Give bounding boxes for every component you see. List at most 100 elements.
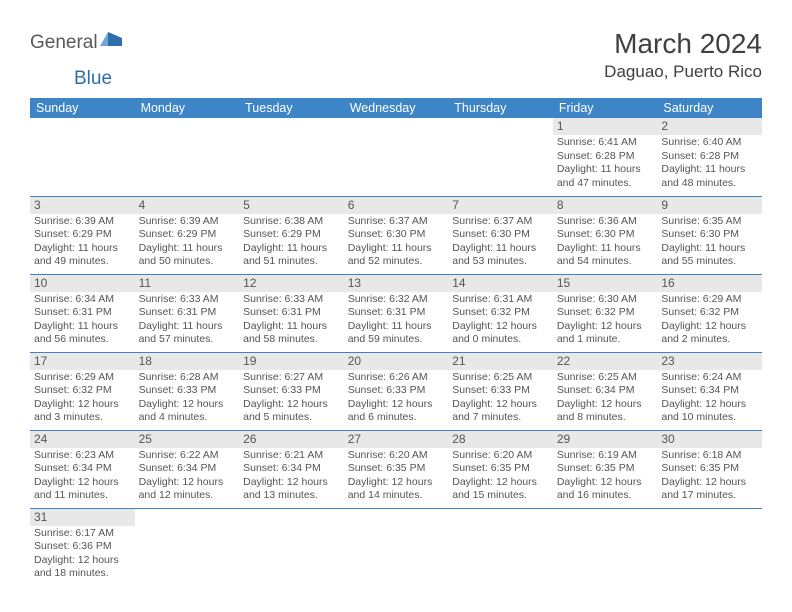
day-data: Sunrise: 6:20 AMSunset: 6:35 PMDaylight:… — [448, 448, 553, 506]
title-block: March 2024 Daguao, Puerto Rico — [604, 28, 762, 82]
day-data: Sunrise: 6:18 AMSunset: 6:35 PMDaylight:… — [657, 448, 762, 506]
location-label: Daguao, Puerto Rico — [604, 62, 762, 82]
calendar-day-cell: 21Sunrise: 6:25 AMSunset: 6:33 PMDayligh… — [448, 352, 553, 430]
calendar-day-cell: 16Sunrise: 6:29 AMSunset: 6:32 PMDayligh… — [657, 274, 762, 352]
sunset-text: Sunset: 6:32 PM — [557, 306, 654, 320]
daylight-text: Daylight: 12 hours and 4 minutes. — [139, 398, 236, 425]
sunrise-text: Sunrise: 6:39 AM — [139, 215, 236, 229]
sunset-text: Sunset: 6:30 PM — [348, 228, 445, 242]
sunset-text: Sunset: 6:34 PM — [557, 384, 654, 398]
day-number: 18 — [135, 353, 240, 370]
calendar-day-cell — [239, 508, 344, 586]
sunrise-text: Sunrise: 6:24 AM — [661, 371, 758, 385]
daylight-text: Daylight: 12 hours and 0 minutes. — [452, 320, 549, 347]
day-number: 7 — [448, 197, 553, 214]
calendar-day-cell: 30Sunrise: 6:18 AMSunset: 6:35 PMDayligh… — [657, 430, 762, 508]
daylight-text: Daylight: 11 hours and 50 minutes. — [139, 242, 236, 269]
daylight-text: Daylight: 11 hours and 52 minutes. — [348, 242, 445, 269]
sunset-text: Sunset: 6:32 PM — [452, 306, 549, 320]
sunrise-text: Sunrise: 6:40 AM — [661, 136, 758, 150]
calendar-day-cell — [344, 508, 449, 586]
day-data: Sunrise: 6:41 AMSunset: 6:28 PMDaylight:… — [553, 135, 658, 193]
calendar-day-cell: 23Sunrise: 6:24 AMSunset: 6:34 PMDayligh… — [657, 352, 762, 430]
day-number: 6 — [344, 197, 449, 214]
daylight-text: Daylight: 11 hours and 47 minutes. — [557, 163, 654, 190]
sunset-text: Sunset: 6:33 PM — [452, 384, 549, 398]
calendar-day-cell — [448, 118, 553, 196]
day-number: 20 — [344, 353, 449, 370]
sunset-text: Sunset: 6:34 PM — [139, 462, 236, 476]
daylight-text: Daylight: 12 hours and 14 minutes. — [348, 476, 445, 503]
month-title: March 2024 — [604, 28, 762, 60]
calendar-day-cell: 20Sunrise: 6:26 AMSunset: 6:33 PMDayligh… — [344, 352, 449, 430]
day-number: 3 — [30, 197, 135, 214]
sunset-text: Sunset: 6:33 PM — [139, 384, 236, 398]
day-number: 13 — [344, 275, 449, 292]
day-data: Sunrise: 6:37 AMSunset: 6:30 PMDaylight:… — [448, 214, 553, 272]
daylight-text: Daylight: 12 hours and 6 minutes. — [348, 398, 445, 425]
calendar-day-cell: 9Sunrise: 6:35 AMSunset: 6:30 PMDaylight… — [657, 196, 762, 274]
calendar-day-cell: 1Sunrise: 6:41 AMSunset: 6:28 PMDaylight… — [553, 118, 658, 196]
daylight-text: Daylight: 12 hours and 18 minutes. — [34, 554, 131, 581]
daylight-text: Daylight: 12 hours and 13 minutes. — [243, 476, 340, 503]
daylight-text: Daylight: 12 hours and 11 minutes. — [34, 476, 131, 503]
sunset-text: Sunset: 6:30 PM — [557, 228, 654, 242]
weekday-header-row: Sunday Monday Tuesday Wednesday Thursday… — [30, 98, 762, 118]
day-number: 9 — [657, 197, 762, 214]
sunrise-text: Sunrise: 6:37 AM — [452, 215, 549, 229]
logo-text-general: General — [30, 32, 98, 54]
day-data: Sunrise: 6:34 AMSunset: 6:31 PMDaylight:… — [30, 292, 135, 350]
daylight-text: Daylight: 12 hours and 16 minutes. — [557, 476, 654, 503]
day-data: Sunrise: 6:20 AMSunset: 6:35 PMDaylight:… — [344, 448, 449, 506]
daylight-text: Daylight: 11 hours and 59 minutes. — [348, 320, 445, 347]
day-data: Sunrise: 6:24 AMSunset: 6:34 PMDaylight:… — [657, 370, 762, 428]
sunset-text: Sunset: 6:33 PM — [348, 384, 445, 398]
calendar-day-cell: 17Sunrise: 6:29 AMSunset: 6:32 PMDayligh… — [30, 352, 135, 430]
sunrise-text: Sunrise: 6:25 AM — [452, 371, 549, 385]
day-number: 23 — [657, 353, 762, 370]
day-number: 22 — [553, 353, 658, 370]
logo-text-blue: Blue — [74, 68, 112, 89]
day-data: Sunrise: 6:40 AMSunset: 6:28 PMDaylight:… — [657, 135, 762, 193]
sunrise-text: Sunrise: 6:21 AM — [243, 449, 340, 463]
day-number — [553, 509, 658, 511]
sunrise-text: Sunrise: 6:30 AM — [557, 293, 654, 307]
calendar-week-row: 17Sunrise: 6:29 AMSunset: 6:32 PMDayligh… — [30, 352, 762, 430]
day-number — [239, 509, 344, 511]
calendar-day-cell: 5Sunrise: 6:38 AMSunset: 6:29 PMDaylight… — [239, 196, 344, 274]
day-data: Sunrise: 6:39 AMSunset: 6:29 PMDaylight:… — [135, 214, 240, 272]
calendar-day-cell — [239, 118, 344, 196]
day-data: Sunrise: 6:33 AMSunset: 6:31 PMDaylight:… — [135, 292, 240, 350]
sunset-text: Sunset: 6:30 PM — [661, 228, 758, 242]
sunset-text: Sunset: 6:31 PM — [348, 306, 445, 320]
calendar-day-cell: 13Sunrise: 6:32 AMSunset: 6:31 PMDayligh… — [344, 274, 449, 352]
sunset-text: Sunset: 6:28 PM — [557, 150, 654, 164]
day-data: Sunrise: 6:19 AMSunset: 6:35 PMDaylight:… — [553, 448, 658, 506]
calendar-day-cell: 29Sunrise: 6:19 AMSunset: 6:35 PMDayligh… — [553, 430, 658, 508]
daylight-text: Daylight: 12 hours and 3 minutes. — [34, 398, 131, 425]
calendar-day-cell — [135, 118, 240, 196]
calendar-day-cell — [135, 508, 240, 586]
daylight-text: Daylight: 11 hours and 55 minutes. — [661, 242, 758, 269]
calendar-day-cell: 11Sunrise: 6:33 AMSunset: 6:31 PMDayligh… — [135, 274, 240, 352]
calendar-week-row: 3Sunrise: 6:39 AMSunset: 6:29 PMDaylight… — [30, 196, 762, 274]
day-number: 24 — [30, 431, 135, 448]
day-number: 31 — [30, 509, 135, 526]
day-number: 30 — [657, 431, 762, 448]
daylight-text: Daylight: 12 hours and 2 minutes. — [661, 320, 758, 347]
sunrise-text: Sunrise: 6:28 AM — [139, 371, 236, 385]
sunrise-text: Sunrise: 6:32 AM — [348, 293, 445, 307]
day-number: 8 — [553, 197, 658, 214]
sunrise-text: Sunrise: 6:29 AM — [34, 371, 131, 385]
day-number: 26 — [239, 431, 344, 448]
calendar-week-row: 31Sunrise: 6:17 AMSunset: 6:36 PMDayligh… — [30, 508, 762, 586]
sunset-text: Sunset: 6:29 PM — [139, 228, 236, 242]
calendar-page: General March 2024 Daguao, Puerto Rico B… — [0, 0, 792, 596]
sunrise-text: Sunrise: 6:19 AM — [557, 449, 654, 463]
daylight-text: Daylight: 11 hours and 56 minutes. — [34, 320, 131, 347]
sunset-text: Sunset: 6:35 PM — [348, 462, 445, 476]
day-number: 2 — [657, 118, 762, 135]
sunset-text: Sunset: 6:34 PM — [243, 462, 340, 476]
day-data: Sunrise: 6:33 AMSunset: 6:31 PMDaylight:… — [239, 292, 344, 350]
day-number: 5 — [239, 197, 344, 214]
